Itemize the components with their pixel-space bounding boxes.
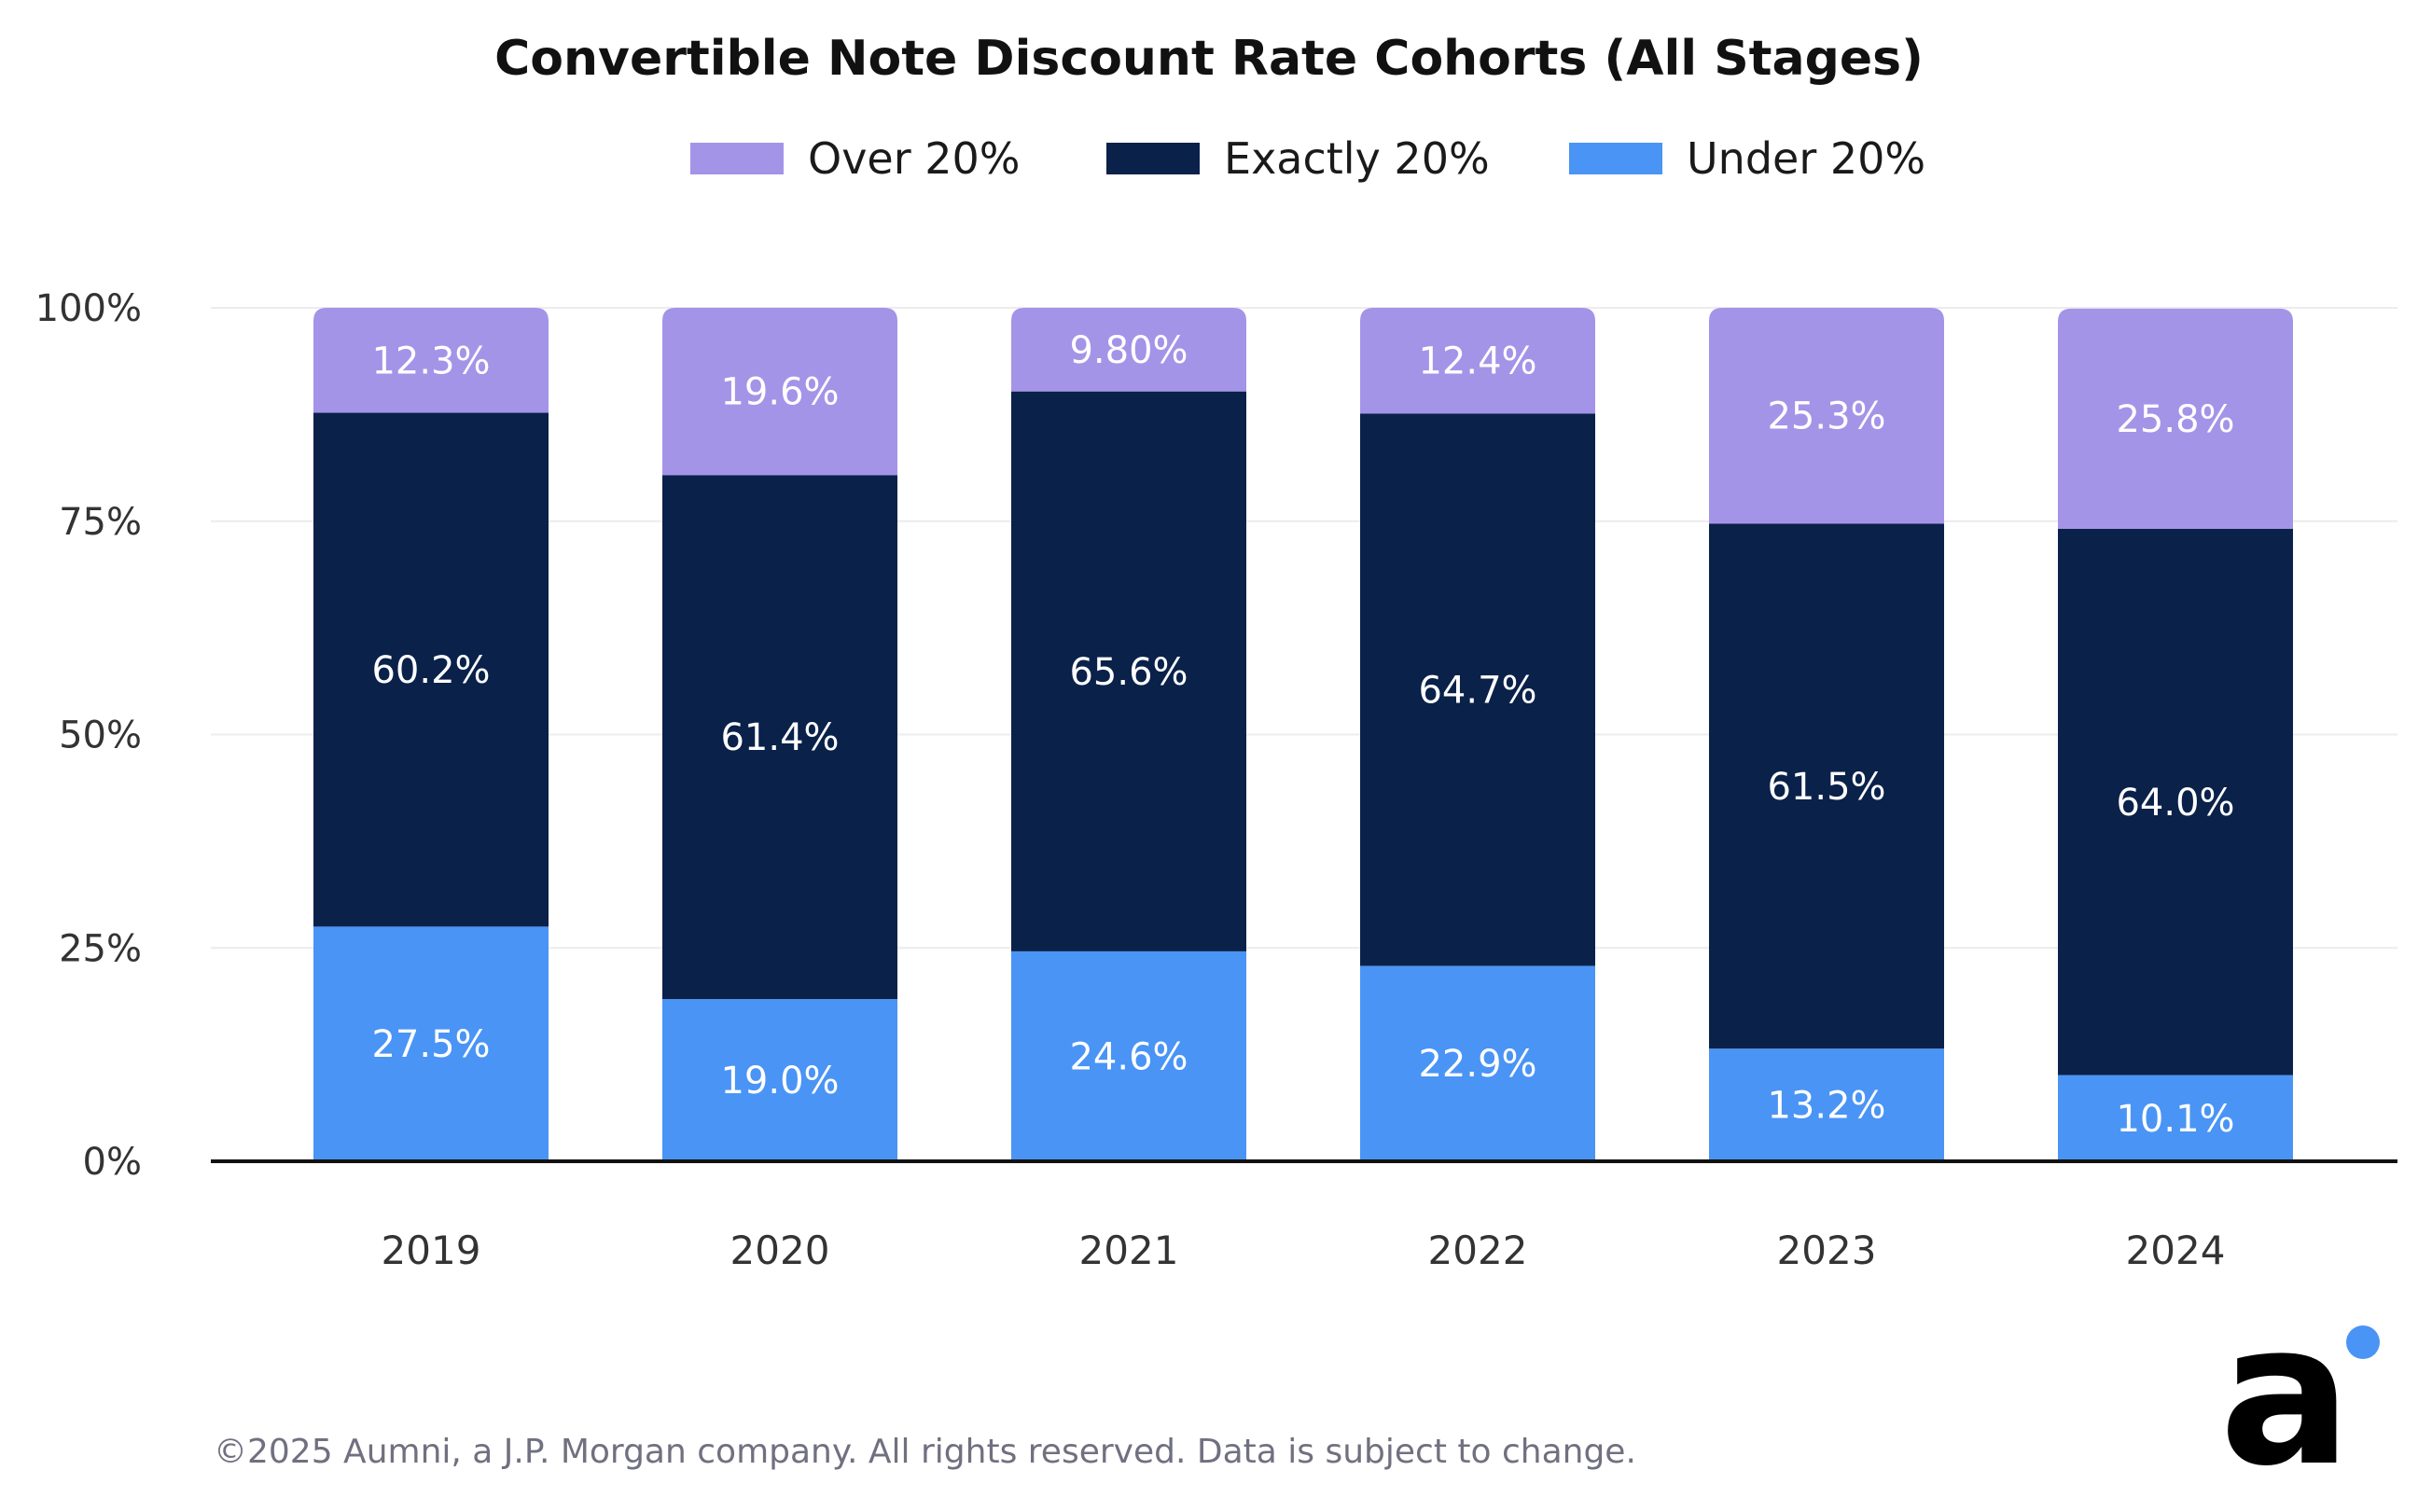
x-tick-label-2023: 2023 xyxy=(1777,1228,1877,1273)
y-tick-label: 25% xyxy=(59,927,142,970)
x-axis-categories: 2019 2020 2021 2022 2023 2024 xyxy=(382,1228,2226,1273)
legend-label-under-20: Under 20% xyxy=(1687,133,1925,184)
bar-2019-exactly-20 xyxy=(313,412,549,927)
data-label-2023-under-20: 13.2% xyxy=(1767,1085,1885,1128)
bar-2022-exactly-20 xyxy=(1360,413,1595,966)
logo-dot xyxy=(2346,1325,2380,1359)
bar-2019-over-20 xyxy=(313,308,549,413)
bar-2022-over-20 xyxy=(1360,308,1595,414)
bar-2019-under-20 xyxy=(313,926,549,1161)
y-tick-label: 75% xyxy=(59,501,142,544)
bar-2021-exactly-20 xyxy=(1011,391,1246,951)
y-tick-label: 50% xyxy=(59,714,142,757)
aumni-logo: a xyxy=(2219,1281,2380,1509)
data-label-2021-under-20: 24.6% xyxy=(1069,1035,1188,1078)
legend-swatch-exactly-20 xyxy=(1106,143,1200,174)
chart-title: Convertible Note Discount Rate Cohorts (… xyxy=(494,31,1924,87)
data-label-2022-over-20: 12.4% xyxy=(1418,340,1536,383)
data-label-2021-exactly-20: 65.6% xyxy=(1069,651,1188,694)
x-tick-label-2024: 2024 xyxy=(2126,1228,2226,1273)
bar-2023-exactly-20 xyxy=(1709,523,1944,1049)
logo-letter: a xyxy=(2219,1281,2352,1509)
data-label-2020-under-20: 19.0% xyxy=(720,1060,839,1103)
bar-2023-under-20 xyxy=(1709,1048,1944,1161)
bar-2021-over-20 xyxy=(1011,308,1246,392)
bar-2021-under-20 xyxy=(1011,950,1246,1161)
legend-swatch-over-20 xyxy=(690,143,784,174)
gridlines xyxy=(211,307,2397,950)
data-label-2024-over-20: 25.8% xyxy=(2116,398,2234,441)
legend-label-exactly-20: Exactly 20% xyxy=(1224,133,1490,184)
bar-2024-exactly-20 xyxy=(2058,528,2293,1075)
data-label-2020-over-20: 19.6% xyxy=(720,371,839,414)
x-tick-label-2021: 2021 xyxy=(1079,1228,1179,1273)
data-label-2023-over-20: 25.3% xyxy=(1767,395,1885,438)
data-label-2023-exactly-20: 61.5% xyxy=(1767,766,1885,809)
bar-2024-under-20 xyxy=(2058,1075,2293,1161)
data-label-2022-under-20: 22.9% xyxy=(1418,1043,1536,1086)
bar-2020-over-20 xyxy=(662,308,897,476)
data-label-2019-under-20: 27.5% xyxy=(371,1023,490,1066)
bar-2024-over-20 xyxy=(2058,308,2293,529)
footer-copyright: ©2025 Aumni, a J.P. Morgan company. All … xyxy=(214,1433,1636,1471)
legend: Over 20% Exactly 20% Under 20% xyxy=(690,133,1925,184)
bars xyxy=(313,308,2293,1161)
data-label-2022-exactly-20: 64.7% xyxy=(1418,669,1536,712)
x-tick-label-2022: 2022 xyxy=(1428,1228,1528,1273)
x-tick-label-2019: 2019 xyxy=(382,1228,481,1273)
bar-2023-over-20 xyxy=(1709,308,1944,524)
data-label-2020-exactly-20: 61.4% xyxy=(720,716,839,759)
data-label-2021-over-20: 9.80% xyxy=(1069,329,1188,372)
bar-2022-under-20 xyxy=(1360,965,1595,1161)
y-axis-ticks: 0% 25% 50% 75% 100% xyxy=(35,287,142,1184)
data-label-2019-exactly-20: 60.2% xyxy=(371,649,490,692)
bar-2020-under-20 xyxy=(662,999,897,1161)
y-tick-label: 0% xyxy=(83,1141,142,1184)
legend-swatch-under-20 xyxy=(1569,143,1662,174)
y-tick-label: 100% xyxy=(35,287,142,330)
data-label-2019-over-20: 12.3% xyxy=(371,340,490,382)
x-tick-label-2020: 2020 xyxy=(730,1228,830,1273)
data-label-2024-under-20: 10.1% xyxy=(2116,1098,2234,1141)
data-label-2024-exactly-20: 64.0% xyxy=(2116,782,2234,825)
bar-2020-exactly-20 xyxy=(662,475,897,1000)
legend-label-over-20: Over 20% xyxy=(808,133,1021,184)
data-labels: 27.5% 60.2% 12.3% 19.0% 61.4% 19.6% 24.6% 65.6%… xyxy=(371,329,2234,1141)
